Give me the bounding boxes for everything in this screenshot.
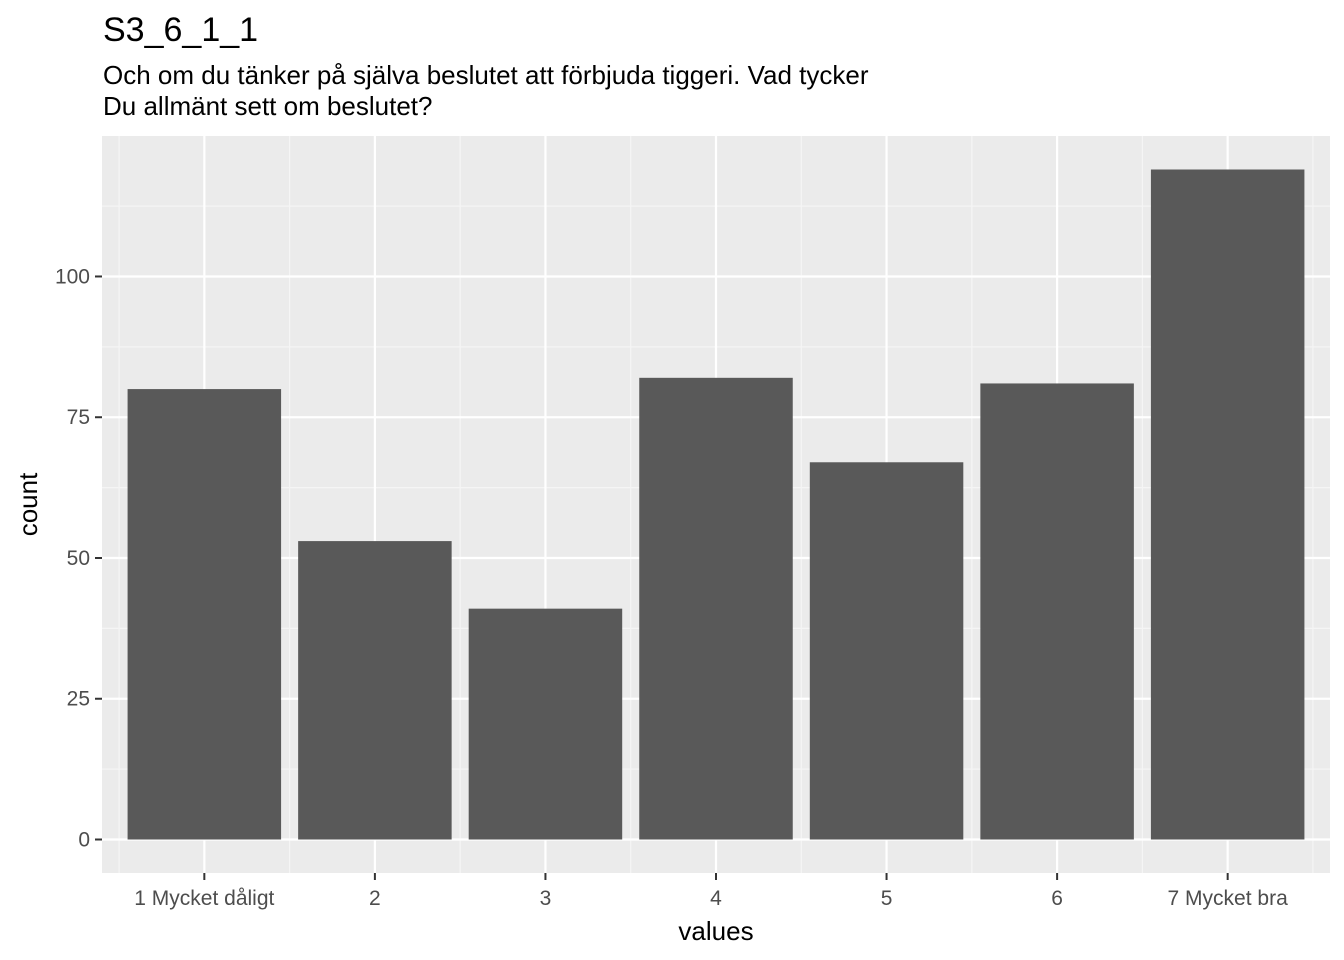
subtitle-line-1: Och om du tänker på själva beslutet att … — [103, 60, 869, 90]
bar — [980, 383, 1134, 840]
chart-subtitle: Och om du tänker på själva beslutet att … — [103, 60, 1203, 122]
bar — [809, 462, 964, 840]
y-tick-label: 50 — [67, 547, 90, 570]
y-tick-label: 25 — [67, 688, 90, 711]
bars — [127, 169, 1305, 840]
x-tick-label: 6 — [1051, 887, 1063, 910]
bar — [298, 541, 452, 840]
chart-title: S3_6_1_1 — [103, 11, 259, 49]
y-axis-title: count — [13, 472, 43, 536]
x-tick-label: 3 — [540, 887, 552, 910]
y-tick-label: 75 — [67, 406, 90, 429]
x-tick-label: 7 Mycket bra — [1168, 887, 1289, 910]
y-axis: 0 25 50 75 100 — [55, 265, 102, 852]
x-axis: 1 Mycket dåligt 2 3 4 5 6 7 Mycket bra — [134, 873, 1288, 910]
x-tick-label: 2 — [369, 887, 381, 910]
x-axis-title: values — [678, 916, 753, 946]
bar — [1150, 169, 1305, 840]
bar — [639, 377, 793, 840]
y-tick-label: 100 — [55, 265, 90, 288]
subtitle-line-2: Du allmänt sett om beslutet? — [103, 91, 433, 121]
bar — [127, 389, 282, 840]
x-tick-label: 5 — [881, 887, 893, 910]
x-tick-label: 1 Mycket dåligt — [134, 887, 274, 910]
x-tick-label: 4 — [710, 887, 722, 910]
bar — [468, 608, 623, 840]
y-tick-label: 0 — [78, 829, 90, 852]
